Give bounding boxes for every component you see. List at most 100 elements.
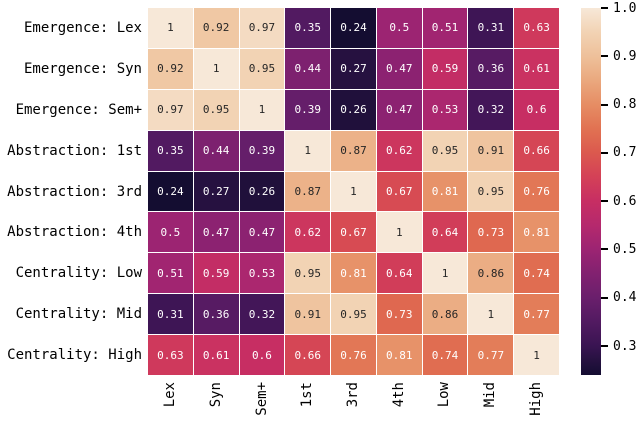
cell-value: 0.62 <box>386 144 413 158</box>
cell-value: 0.81 <box>340 266 367 280</box>
cell-value: 0.73 <box>386 307 413 321</box>
heatmap-cell: 0.95 <box>193 89 239 130</box>
cell-value: 1 <box>258 103 266 117</box>
heatmap-cell: 0.81 <box>376 335 422 375</box>
heatmap-cell: 0.73 <box>376 294 422 335</box>
heatmap-cell: 0.76 <box>514 171 559 212</box>
cell-value: 0.64 <box>386 266 413 280</box>
cell-value: 0.47 <box>248 225 276 239</box>
heatmap-cell: 0.95 <box>285 253 331 294</box>
cell-value: 0.35 <box>157 144 184 158</box>
colorbar-tick-label: 0.6 <box>613 193 637 209</box>
row-label: Emergence: Sem+ <box>15 101 142 118</box>
cell-value: 0.24 <box>340 21 367 35</box>
cell-value: 0.53 <box>248 266 276 280</box>
cell-value: 0.73 <box>477 225 505 239</box>
cell-value: 0.26 <box>340 103 367 117</box>
cell-value: 0.24 <box>157 184 184 198</box>
heatmap-cell: 0.74 <box>422 335 468 375</box>
heatmap-cell: 1 <box>376 212 422 253</box>
row-label: Centrality: High <box>7 346 142 363</box>
heatmap-cell: 0.91 <box>285 294 331 335</box>
cell-value: 0.74 <box>523 266 550 280</box>
colorbar-axis: 1.0 0.9 0.8 0.7 0.6 0.5 0.4 0.3 <box>601 2 642 375</box>
cell-value: 0.6 <box>526 103 547 117</box>
cell-value: 0.59 <box>202 266 230 280</box>
cell-value: 1 <box>487 307 495 321</box>
cell-value: 0.47 <box>202 225 230 239</box>
colorbar-tick-label: 1.0 <box>613 0 637 16</box>
heatmap-cell: 0.87 <box>285 171 331 212</box>
cell-value: 0.87 <box>340 144 367 158</box>
row-label: Abstraction: 1st <box>7 142 142 159</box>
cell-value: 0.66 <box>294 348 321 362</box>
heatmap-cell: 0.66 <box>285 335 331 375</box>
heatmap-cell: 0.47 <box>193 212 239 253</box>
colorbar-tick-mark <box>601 7 608 9</box>
y-axis-tick-labels: Emergence: Lex Emergence: Syn Emergence: S… <box>0 8 142 375</box>
colorbar-tick-mark <box>601 103 608 106</box>
colorbar-tick-label: 0.3 <box>613 338 637 354</box>
cell-value: 1 <box>304 144 312 158</box>
heatmap-cell: 0.73 <box>468 212 514 253</box>
cell-value: 0.27 <box>340 62 367 76</box>
cell-value: 1 <box>350 184 357 198</box>
heatmap-cell: 0.24 <box>331 8 376 48</box>
cell-value: 0.97 <box>248 21 276 35</box>
heatmap-cell: 0.44 <box>193 130 239 171</box>
heatmap-cell: 1 <box>285 130 331 171</box>
cell-value: 0.86 <box>477 266 505 280</box>
heatmap-cell: 0.51 <box>148 253 193 294</box>
cell-value: 0.92 <box>157 62 184 76</box>
heatmap-cell: 0.64 <box>422 212 468 253</box>
cell-value: 1 <box>167 21 174 35</box>
heatmap-cell: 0.86 <box>422 294 468 335</box>
cell-value: 0.63 <box>523 21 550 35</box>
cell-value: 0.53 <box>431 103 459 117</box>
cell-value: 0.95 <box>248 62 276 76</box>
heatmap-cell: 0.97 <box>148 89 193 130</box>
heatmap-cell: 0.67 <box>376 171 422 212</box>
heatmap-cell: 1 <box>193 48 239 89</box>
heatmap-cell: 0.47 <box>239 212 285 253</box>
heatmap-cell: 0.64 <box>376 253 422 294</box>
heatmap-cell: 0.6 <box>239 335 285 375</box>
heatmap-cell: 0.66 <box>514 130 559 171</box>
colorbar-tick-mark <box>601 345 608 348</box>
heatmap-cell: 0.39 <box>239 130 285 171</box>
heatmap-cell: 0.36 <box>193 294 239 335</box>
colorbar-tick-mark <box>601 200 608 203</box>
cell-value: 1 <box>441 266 449 280</box>
heatmap-cell: 0.44 <box>285 48 331 89</box>
cell-value: 0.87 <box>294 184 321 198</box>
heatmap-cell: 0.61 <box>514 48 559 89</box>
heatmap-cell: 0.47 <box>376 89 422 130</box>
heatmap-cell: 0.95 <box>468 171 514 212</box>
col-label: 4th <box>390 382 407 408</box>
heatmap-cell: 0.95 <box>331 294 376 335</box>
cell-value: 0.66 <box>523 144 550 158</box>
heatmap-cell: 0.97 <box>239 8 285 48</box>
heatmap-cell: 0.6 <box>514 89 559 130</box>
col-label: Sem+ <box>253 382 270 416</box>
heatmap-cell: 0.61 <box>193 335 239 375</box>
cell-value: 0.51 <box>431 21 459 35</box>
cell-value: 0.77 <box>477 348 505 362</box>
cell-value: 0.81 <box>523 225 550 239</box>
cell-value: 0.6 <box>252 348 272 362</box>
colorbar-tick-mark <box>601 248 608 251</box>
cell-value: 0.36 <box>477 62 505 76</box>
row-label: Emergence: Syn <box>23 61 142 78</box>
heatmap-cell: 0.95 <box>422 130 468 171</box>
heatmap-cell: 0.36 <box>468 48 514 89</box>
col-label: High <box>527 382 544 416</box>
heatmap-cell: 0.31 <box>468 8 514 48</box>
cell-value: 0.63 <box>157 348 184 362</box>
cell-value: 1 <box>395 225 403 239</box>
cell-value: 0.64 <box>431 225 459 239</box>
heatmap-cell: 0.81 <box>422 171 468 212</box>
colorbar-tick-mark <box>601 296 608 299</box>
heatmap-cell: 0.5 <box>148 212 193 253</box>
cell-value: 0.39 <box>248 144 276 158</box>
cell-value: 0.27 <box>202 184 230 198</box>
